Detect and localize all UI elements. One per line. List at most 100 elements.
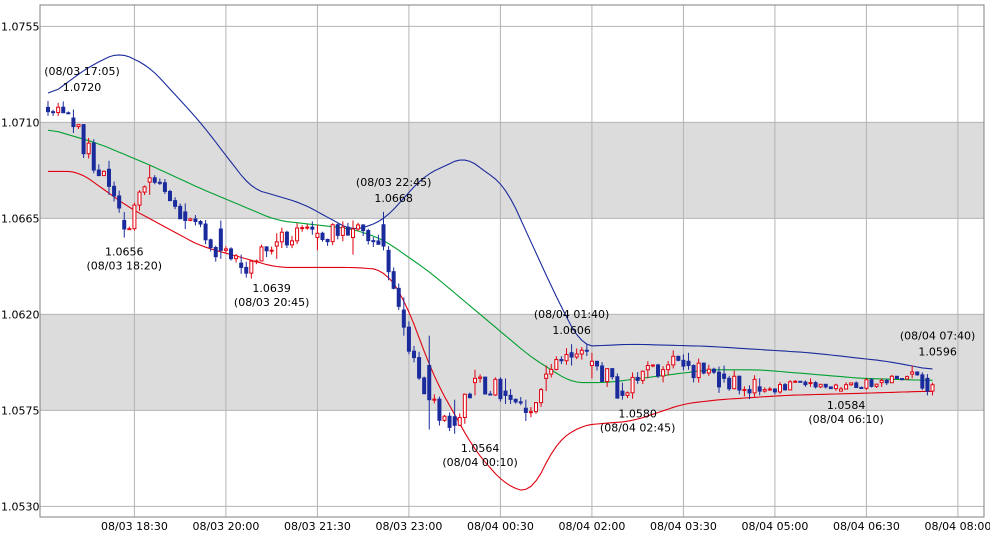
candle-body — [584, 349, 589, 352]
candle-body — [752, 378, 757, 394]
candle-body — [279, 231, 284, 243]
candle-down — [183, 203, 188, 229]
candle-body — [645, 365, 650, 371]
candle-down — [757, 378, 762, 396]
candle-down — [508, 389, 513, 404]
candle-down — [335, 223, 340, 240]
candle-body — [178, 205, 183, 220]
candle-body — [315, 232, 320, 239]
candle-down — [61, 101, 66, 114]
candle-body — [772, 388, 777, 393]
candle-body — [274, 241, 279, 247]
candle-up — [778, 382, 782, 394]
candle-down — [523, 399, 528, 421]
candle-body — [767, 388, 772, 391]
candle-down — [676, 355, 681, 362]
candle-up — [839, 386, 843, 392]
candle-body — [508, 394, 513, 400]
candle-body — [671, 355, 676, 366]
candle-up — [844, 382, 849, 390]
candle-up — [127, 226, 132, 231]
candle-down — [208, 238, 213, 252]
price-annotation: (08/04 01:40) 1.0606 — [534, 308, 609, 337]
candle-up — [889, 374, 894, 384]
candle-body — [234, 255, 239, 260]
annotation-value: 1.0564 — [461, 442, 500, 455]
candle-body — [223, 248, 228, 251]
candle-up — [305, 224, 310, 230]
candle-down — [239, 254, 244, 274]
candle-body — [376, 240, 381, 245]
candle-body — [600, 365, 605, 383]
candle-body — [213, 247, 218, 258]
candle-body — [839, 388, 843, 392]
x-tick-label: 08/03 21:30 — [284, 520, 351, 533]
candle-body — [737, 375, 742, 391]
candle-body — [310, 226, 315, 230]
candle-body — [900, 378, 904, 381]
candle-body — [478, 376, 483, 379]
candle-down — [417, 351, 422, 381]
candle-body — [142, 186, 147, 193]
y-tick-label: 1.0530 — [1, 500, 40, 513]
candle-down — [513, 398, 518, 404]
candle-down — [244, 261, 249, 278]
candle-body — [925, 377, 930, 392]
price-annotation: (08/04 07:40) 1.0596 — [900, 330, 975, 359]
candle-up — [788, 380, 793, 391]
candle-up — [589, 352, 594, 379]
candle-body — [650, 364, 655, 367]
candle-body — [518, 401, 523, 404]
candle-body — [264, 246, 269, 252]
candle-up — [793, 379, 798, 383]
candle-up — [56, 102, 61, 116]
candle-body — [686, 360, 691, 367]
candle-up — [234, 253, 239, 263]
candle-up — [767, 386, 772, 391]
candle-body — [640, 370, 645, 381]
candle-down — [859, 386, 864, 389]
candle-up — [549, 363, 554, 378]
candle-body — [844, 384, 849, 390]
candle-down — [686, 352, 691, 370]
y-tick-label: 1.0665 — [1, 212, 40, 225]
candle-body — [783, 384, 788, 391]
candle-body — [406, 326, 411, 352]
candle-body — [422, 377, 427, 395]
candle-body — [889, 375, 894, 384]
candle-down — [310, 221, 315, 235]
candle-body — [620, 390, 625, 396]
candle-body — [498, 378, 503, 400]
candle-body — [666, 364, 671, 371]
candle-up — [732, 370, 737, 390]
candle-up — [640, 370, 645, 385]
candle-up — [300, 225, 305, 232]
candle-body — [290, 240, 294, 246]
candle-body — [879, 379, 884, 384]
candle-up — [147, 165, 152, 195]
candle-down — [122, 211, 127, 238]
candle-up — [432, 394, 437, 404]
candle-body — [833, 384, 838, 390]
annotation-value: 1.0668 — [374, 192, 413, 205]
candle-body — [762, 389, 767, 392]
candle-body — [442, 415, 447, 421]
candle-body — [51, 111, 56, 114]
candle-down — [467, 392, 472, 399]
candle-up — [76, 124, 81, 130]
candle-body — [610, 368, 615, 378]
candle-body — [732, 375, 737, 390]
candle-body — [462, 393, 467, 419]
candle-body — [869, 379, 874, 387]
candle-up — [290, 235, 294, 249]
candle-body — [589, 360, 594, 367]
candle-body — [630, 376, 635, 394]
candle-body — [818, 383, 823, 388]
candle-down — [157, 178, 162, 185]
candle-down — [46, 101, 50, 116]
candle-body — [396, 287, 401, 307]
candle-body — [473, 377, 477, 384]
annotation-time: (08/04 01:40) — [534, 308, 609, 321]
price-annotation: 1.0656(08/03 18:20) — [87, 246, 162, 273]
